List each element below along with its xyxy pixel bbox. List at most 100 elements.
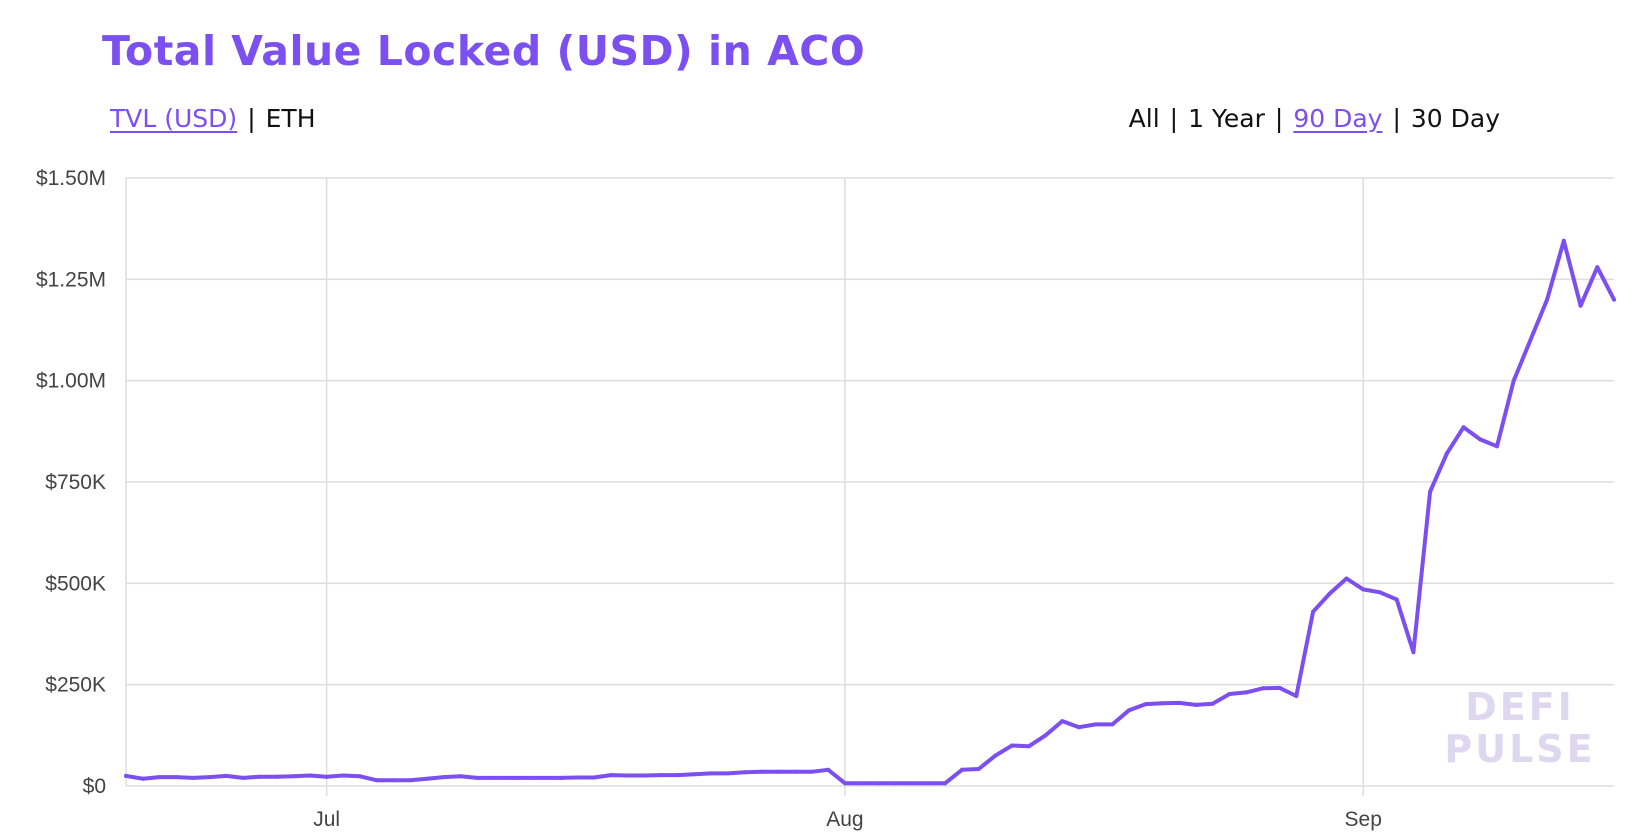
data-point bbox=[976, 767, 981, 771]
data-point bbox=[926, 781, 931, 786]
data-point bbox=[1277, 685, 1282, 690]
defi-pulse-watermark: DEFI PULSE bbox=[1444, 685, 1595, 771]
data-point bbox=[1244, 690, 1249, 695]
data-point bbox=[1060, 719, 1065, 724]
data-point bbox=[1327, 591, 1332, 596]
data-point bbox=[776, 769, 780, 774]
data-point bbox=[424, 776, 429, 781]
data-point bbox=[709, 771, 714, 776]
y-tick-label: $1.50M bbox=[36, 167, 106, 190]
y-tick-label: $0 bbox=[83, 775, 106, 798]
data-point bbox=[725, 771, 730, 776]
y-axis: $0 $250K $500K $750K $1.00M $1.25M $1.50M bbox=[36, 167, 106, 798]
y-tick-label: $500K bbox=[45, 572, 106, 595]
data-point bbox=[542, 775, 546, 780]
data-point bbox=[307, 773, 312, 778]
data-point bbox=[207, 775, 212, 780]
data-point bbox=[826, 767, 831, 772]
chart-title: Total Value Locked (USD) in ACO bbox=[102, 27, 866, 75]
metric-option-tvl-usd[interactable]: TVL (USD) bbox=[110, 104, 238, 133]
data-point bbox=[1311, 609, 1316, 614]
data-point bbox=[1377, 590, 1382, 595]
data-point bbox=[809, 769, 814, 774]
series bbox=[124, 238, 1616, 786]
data-point bbox=[993, 753, 998, 758]
data-point bbox=[525, 775, 530, 780]
data-point bbox=[408, 778, 413, 783]
data-point bbox=[842, 781, 847, 786]
y-tick-label: $1.00M bbox=[36, 370, 106, 393]
x-tick-label: Aug bbox=[826, 808, 863, 831]
data-point bbox=[608, 773, 613, 778]
separator: | bbox=[1169, 104, 1179, 133]
metric-option-eth[interactable]: ETH bbox=[265, 104, 316, 133]
data-point bbox=[1127, 708, 1132, 713]
data-point bbox=[1461, 425, 1466, 430]
data-point bbox=[491, 775, 496, 780]
data-point bbox=[1511, 378, 1516, 383]
x-tick-label: Sep bbox=[1345, 808, 1382, 831]
data-point bbox=[558, 775, 563, 780]
data-point bbox=[1528, 338, 1533, 343]
data-point bbox=[792, 769, 797, 774]
data-point bbox=[458, 774, 463, 779]
data-point bbox=[1428, 489, 1433, 494]
data-point bbox=[1595, 265, 1600, 270]
data-point bbox=[659, 773, 663, 778]
data-point bbox=[625, 773, 630, 778]
data-point bbox=[190, 775, 195, 780]
separator: | bbox=[1392, 104, 1401, 133]
range-option-90-day[interactable]: 90 Day bbox=[1293, 104, 1383, 133]
data-point bbox=[742, 770, 747, 775]
data-point bbox=[1210, 701, 1215, 706]
data-point bbox=[140, 776, 145, 781]
data-point bbox=[391, 778, 396, 783]
watermark-line-1: DEFI bbox=[1465, 685, 1575, 729]
grid-lines bbox=[125, 177, 1614, 796]
data-point bbox=[224, 773, 229, 778]
data-point bbox=[1260, 686, 1265, 691]
data-point bbox=[1110, 722, 1115, 727]
watermark-line-2: PULSE bbox=[1444, 727, 1595, 771]
x-tick-label: Jul bbox=[313, 808, 340, 831]
data-point bbox=[475, 775, 480, 780]
data-point bbox=[675, 773, 680, 778]
range-option-30-day[interactable]: 30 Day bbox=[1410, 104, 1500, 133]
data-point bbox=[157, 775, 162, 780]
data-point bbox=[1026, 744, 1031, 749]
data-point bbox=[1344, 576, 1349, 581]
data-point bbox=[174, 775, 179, 780]
data-point bbox=[575, 775, 580, 780]
data-point bbox=[1545, 297, 1550, 302]
data-point bbox=[1160, 701, 1165, 706]
range-option-1-year[interactable]: 1 Year bbox=[1188, 104, 1265, 133]
data-point bbox=[893, 781, 898, 786]
data-point bbox=[324, 774, 329, 779]
data-point bbox=[943, 781, 948, 786]
range-option-all[interactable]: All bbox=[1128, 104, 1160, 133]
data-point bbox=[1010, 743, 1015, 748]
data-point bbox=[241, 775, 245, 780]
data-point bbox=[441, 775, 446, 780]
separator: | bbox=[1274, 104, 1284, 133]
data-point bbox=[274, 774, 279, 779]
data-point bbox=[1093, 722, 1098, 727]
data-point bbox=[759, 769, 764, 774]
data-point bbox=[960, 767, 964, 772]
data-point bbox=[1478, 437, 1483, 442]
data-point bbox=[1177, 700, 1182, 705]
x-axis: Jul Aug Sep bbox=[313, 808, 1382, 831]
data-point bbox=[1411, 650, 1416, 655]
data-point bbox=[1227, 692, 1232, 696]
range-toggle: All | 1 Year | 90 Day | 30 Day bbox=[1129, 102, 1500, 136]
y-tick-label: $250K bbox=[45, 674, 106, 697]
separator: | bbox=[247, 104, 256, 133]
tvl-line-chart: $0 $250K $500K $750K $1.00M $1.25M $1.50M Jul A… bbox=[36, 167, 1616, 831]
data-point bbox=[374, 778, 379, 783]
metric-toggle: TVL (USD) | ETH bbox=[110, 102, 316, 136]
data-point bbox=[1495, 444, 1499, 449]
data-point bbox=[1043, 733, 1048, 738]
data-point bbox=[257, 774, 262, 779]
data-point bbox=[1194, 702, 1198, 707]
data-point bbox=[909, 781, 914, 786]
